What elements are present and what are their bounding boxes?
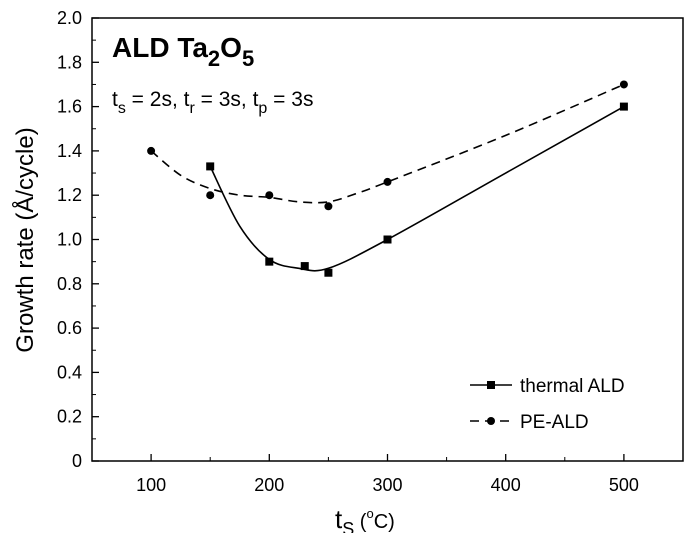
legend-label-pe-ald: PE-ALD bbox=[520, 412, 589, 433]
pe-ald-data-point bbox=[383, 177, 392, 186]
y-tick-label: 2.0 bbox=[57, 8, 82, 28]
legend-marker-pe-ald bbox=[487, 417, 495, 425]
legend-label-thermal-ald: thermal ALD bbox=[520, 376, 625, 397]
x-tick-label: 500 bbox=[609, 475, 639, 495]
thermal-ald-data-point bbox=[324, 268, 333, 277]
x-tick-label: 200 bbox=[254, 475, 284, 495]
pe-ald-series-line bbox=[150, 83, 625, 204]
thermal-ald-series-line bbox=[209, 105, 625, 272]
y-tick-label: 0.2 bbox=[57, 407, 82, 427]
x-axis-label: tS (oC) bbox=[335, 504, 395, 533]
y-tick-label: 0 bbox=[72, 451, 82, 471]
thermal-ald-data-point bbox=[619, 102, 628, 111]
x-tick-label: 300 bbox=[372, 475, 402, 495]
y-tick-label: 1.8 bbox=[57, 52, 82, 72]
pe-ald-data-point bbox=[265, 191, 274, 200]
pe-ald-data-point bbox=[619, 80, 628, 89]
thermal-ald-data-point bbox=[383, 235, 392, 244]
chart-title: ALD Ta2O5 bbox=[112, 32, 254, 71]
y-tick-label: 1.2 bbox=[57, 185, 82, 205]
x-tick-label: 400 bbox=[491, 475, 521, 495]
legend-marker-thermal-ald bbox=[487, 381, 495, 389]
thermal-ald-data-point bbox=[265, 257, 274, 266]
y-tick-label: 0.6 bbox=[57, 318, 82, 338]
timing-parameters: ts = 2s, tr = 3s, tp = 3s bbox=[112, 88, 313, 117]
pe-ald-data-point bbox=[206, 191, 215, 200]
y-tick-label: 1.6 bbox=[57, 97, 82, 117]
thermal-ald-data-point bbox=[300, 262, 309, 271]
plot-area: 100 200 300 400 500 0 0.2 0.4 0.6 0.8 1.0 1.2 1.4 1.6… bbox=[57, 8, 684, 495]
pe-ald-data-point bbox=[147, 146, 156, 155]
x-tick-label: 100 bbox=[136, 475, 166, 495]
pe-ald-data-point bbox=[324, 202, 333, 211]
y-tick-label: 0.4 bbox=[57, 362, 82, 382]
y-tick-label: 0.8 bbox=[57, 274, 82, 294]
thermal-ald-data-point bbox=[206, 162, 215, 171]
y-axis-label: Growth rate (Å/cycle) bbox=[11, 127, 39, 352]
y-tick-label: 1.0 bbox=[57, 230, 82, 250]
y-tick-label: 1.4 bbox=[57, 141, 82, 161]
